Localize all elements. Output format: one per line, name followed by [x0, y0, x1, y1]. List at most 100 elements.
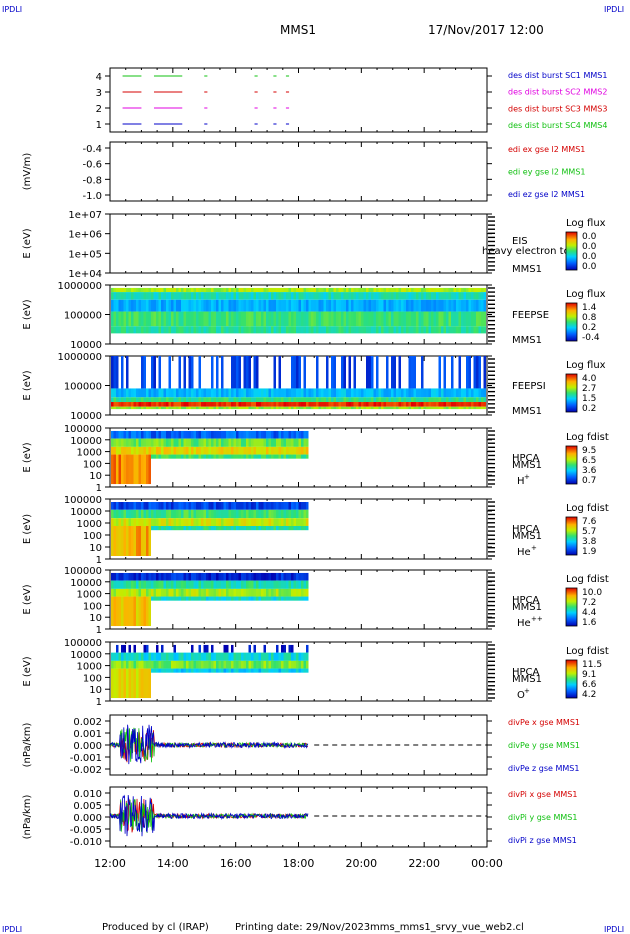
spectrogram-cell [256, 311, 259, 327]
spectrogram-cell [406, 388, 409, 398]
spectrogram-cell [381, 402, 384, 407]
spectrogram-cell [166, 430, 169, 439]
spectrogram-cell [226, 572, 229, 581]
spectrogram-cell [238, 660, 241, 669]
spectrogram-cell [283, 406, 286, 410]
spectrogram-cell [161, 518, 164, 526]
spectrogram-cell [373, 388, 376, 398]
spectrogram-cell [258, 438, 261, 447]
spectrogram-cell [246, 454, 249, 459]
spectrogram-cell [328, 299, 331, 312]
spectrogram-cell [143, 311, 146, 327]
series-line [109, 794, 309, 837]
spectrogram-cell [131, 668, 134, 699]
spectrogram-cell [121, 438, 124, 447]
spectrogram-cell [158, 446, 161, 455]
spectrogram-cell [178, 292, 181, 300]
colorbar [565, 373, 578, 413]
spectrogram-cell [136, 292, 139, 300]
spectrogram-cell [271, 526, 274, 531]
species-label: He [517, 618, 531, 629]
spectrogram-cell [213, 509, 216, 519]
spectrogram-cell [183, 596, 186, 601]
spectrogram-cell [301, 292, 304, 300]
spectrogram-cell [271, 668, 274, 673]
spectrogram-cell [283, 644, 286, 653]
spectrogram-cell [393, 388, 396, 398]
spectrogram-cell [336, 406, 339, 410]
spectrogram-cell [411, 402, 414, 407]
spectrogram-cell [458, 326, 461, 334]
spectrogram-cell [298, 406, 301, 410]
spectrogram-cell [198, 292, 201, 300]
spectrogram-cell [176, 668, 179, 673]
spectrogram-cell [331, 356, 334, 389]
spectrogram-cell [436, 299, 439, 312]
spectrogram-cell [418, 388, 421, 398]
spectrogram-cell [231, 502, 234, 510]
spectrogram-cell [286, 430, 289, 439]
spectrogram-cell [231, 438, 234, 447]
spectrogram-cell [451, 326, 454, 334]
spectrogram-cell [451, 287, 454, 293]
spectrogram-cell [221, 588, 224, 597]
spectrogram-cell [146, 596, 149, 627]
spectrogram-cell [226, 660, 229, 669]
spectrogram-cell [266, 299, 269, 312]
spectrogram-cell [248, 287, 251, 293]
spectrogram-cell [271, 299, 274, 312]
spectrogram-cell [453, 326, 456, 334]
spectrogram-cell [113, 406, 116, 410]
spectrogram-cell [183, 580, 186, 589]
spectrogram-cell [143, 652, 146, 661]
y-tick-label: 10000 [70, 578, 102, 589]
spectrogram-cell [161, 509, 164, 519]
spectrogram-cell [236, 287, 239, 293]
spectrogram-cell [116, 572, 119, 581]
spectrogram-cell [246, 292, 249, 300]
spectrogram-cell [208, 588, 211, 597]
spectrogram-cell [226, 668, 229, 673]
spectrogram-cell [178, 588, 181, 597]
spectrogram-cell [253, 572, 256, 581]
spectrogram-cell [228, 580, 231, 589]
spectrogram-cell [451, 311, 454, 327]
spectrogram-cell [163, 652, 166, 661]
spectrogram-cell [311, 287, 314, 293]
spectrogram-cell [186, 299, 189, 312]
spectrogram-cell [246, 509, 249, 519]
spectrogram-cell [266, 406, 269, 410]
spectrogram-cell [231, 406, 234, 410]
spectrogram-cell [276, 402, 279, 407]
spectrogram-cell [218, 502, 221, 510]
spectrogram-cell [126, 454, 129, 485]
spectrogram-cell [241, 518, 244, 526]
spectrogram-cell [281, 454, 284, 459]
spectrogram-cell [253, 580, 256, 589]
spectrogram-cell [211, 388, 214, 398]
spectrogram-cell [221, 402, 224, 407]
spectrogram-cell [283, 502, 286, 510]
spectrogram-cell [126, 292, 129, 300]
spectrogram-cell [408, 406, 411, 410]
spectrogram-cell [323, 388, 326, 398]
spectrogram-cell [116, 402, 119, 407]
spectrogram-cell [196, 572, 199, 581]
spectrogram-cell [176, 652, 179, 661]
spectrogram-cell [238, 588, 241, 597]
spectrogram-cell [261, 406, 264, 410]
spectrogram-cell [296, 326, 299, 334]
spectrogram-cell [403, 292, 406, 300]
spectrogram-cell [386, 299, 389, 312]
spectrogram-cell [231, 356, 234, 389]
spectrogram-cell [126, 502, 129, 510]
spectrogram-cell [283, 402, 286, 407]
spectrogram-cell [321, 326, 324, 334]
spectrogram-cell [286, 660, 289, 669]
spectrogram-cell [218, 660, 221, 669]
spectrogram-cell [176, 438, 179, 447]
spectrogram-cell [376, 388, 379, 398]
spectrogram-cell [331, 287, 334, 293]
spectrogram-cell [156, 660, 159, 669]
spectrogram-cell [481, 299, 484, 312]
